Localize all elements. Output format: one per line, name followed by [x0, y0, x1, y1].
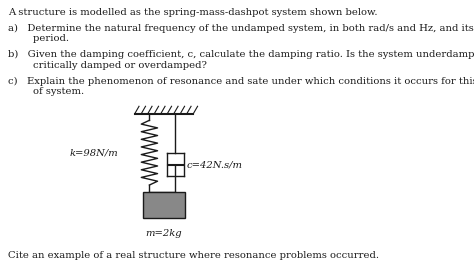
- Text: A structure is modelled as the spring-mass-dashpot system shown below.: A structure is modelled as the spring-ma…: [8, 8, 377, 17]
- Bar: [143, 192, 185, 218]
- Text: c=42N.s/m: c=42N.s/m: [187, 160, 243, 169]
- Text: Cite an example of a real structure where resonance problems occurred.: Cite an example of a real structure wher…: [8, 251, 379, 260]
- Text: a)   Determine the natural frequency of the undamped system, in both rad/s and H: a) Determine the natural frequency of th…: [8, 24, 474, 43]
- Text: m=2kg: m=2kg: [146, 229, 182, 238]
- Text: c)   Explain the phenomenon of resonance and sate under which conditions it occu: c) Explain the phenomenon of resonance a…: [8, 77, 474, 96]
- Text: b)   Given the damping coefficient, c, calculate the damping ratio. Is the syste: b) Given the damping coefficient, c, cal…: [8, 50, 474, 70]
- Text: k=98N/m: k=98N/m: [70, 148, 118, 157]
